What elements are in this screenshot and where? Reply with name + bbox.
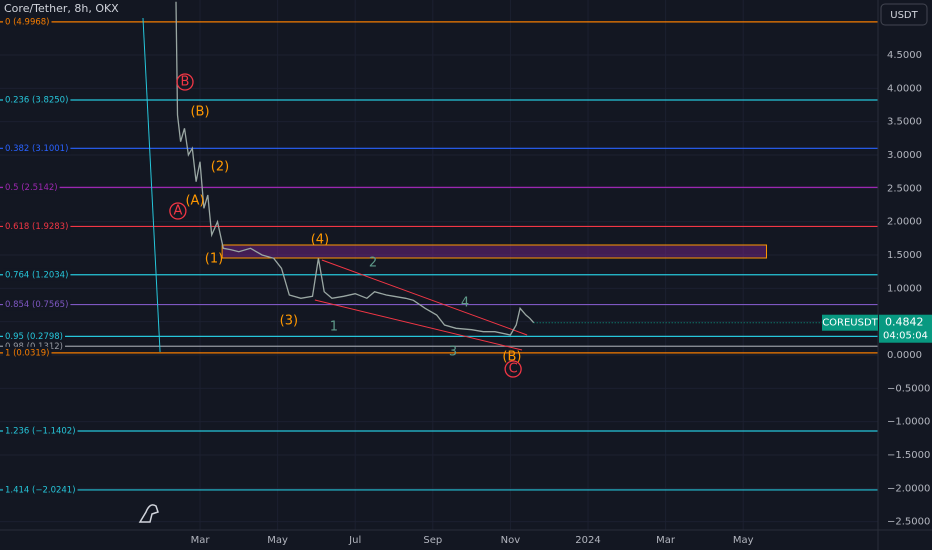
wave-label: (2) bbox=[211, 160, 229, 175]
fib-label: 0.764 (1.2034) bbox=[5, 270, 68, 280]
fib-label-bg bbox=[3, 142, 71, 155]
x-tick-label: May bbox=[733, 535, 754, 546]
y-tick-label: −1.5000 bbox=[887, 450, 930, 461]
fib-label: 0.98 (0.1312) bbox=[5, 342, 63, 352]
fib-label-bg bbox=[3, 425, 78, 438]
wave-label: B bbox=[181, 75, 190, 90]
fib-label: 0.95 (0.2798) bbox=[5, 332, 63, 342]
wave-label: C bbox=[509, 362, 518, 377]
fib-label: 1 (0.0319) bbox=[5, 348, 49, 358]
x-tick-label: Sep bbox=[423, 535, 442, 546]
fib-label-bg bbox=[3, 94, 71, 106]
zone bbox=[221, 244, 767, 259]
y-tick-label: 4.0000 bbox=[887, 83, 922, 94]
fib-label: 0.5 (2.5142) bbox=[5, 183, 58, 193]
wave-label: (1) bbox=[205, 252, 223, 267]
y-tick-label: 3.0000 bbox=[887, 150, 922, 161]
y-tick-label: 4.5000 bbox=[887, 50, 922, 61]
y-tick-label: 3.5000 bbox=[887, 117, 922, 128]
x-tick-label: Nov bbox=[501, 535, 521, 546]
fib-label-bg bbox=[3, 298, 71, 311]
trendline bbox=[321, 259, 528, 336]
fib-label: 0 (4.9968) bbox=[5, 17, 49, 27]
wave-label: (4) bbox=[311, 233, 329, 248]
fib-label-bg bbox=[3, 483, 78, 496]
last-price: 0.4842 bbox=[885, 316, 924, 329]
wave-label: 1 bbox=[330, 320, 338, 335]
fib-label: 1.414 (−2.0241) bbox=[5, 485, 76, 495]
countdown: 04:05:04 bbox=[883, 331, 928, 342]
fib-label-bg bbox=[3, 15, 52, 28]
y-tick-label: 1.0000 bbox=[887, 283, 922, 294]
grid bbox=[0, 0, 878, 530]
chart-title: Core/Tether, 8h, OKX bbox=[4, 2, 119, 15]
annotation-circle bbox=[169, 202, 187, 220]
wave-label: 3 bbox=[449, 345, 457, 360]
wave-label: (B) bbox=[502, 350, 521, 365]
annotation-circle bbox=[504, 360, 522, 378]
x-tick-label: Jul bbox=[348, 535, 361, 546]
y-tick-label: −2.5000 bbox=[887, 517, 930, 528]
price-badge bbox=[879, 314, 932, 343]
y-tick-label: −0.5000 bbox=[887, 383, 930, 394]
fib-label: 0.382 (3.1001) bbox=[5, 144, 68, 154]
wave-label: A bbox=[173, 204, 182, 219]
fib-label: 0.854 (0.7565) bbox=[5, 300, 68, 310]
fib-label: 0.618 (1.9283) bbox=[5, 222, 68, 232]
trendline bbox=[142, 17, 161, 353]
fib-label-bg bbox=[3, 220, 71, 233]
wave-label: (A) bbox=[185, 194, 204, 209]
fib-label: 0.236 (3.8250) bbox=[5, 96, 68, 106]
wave-label: 2 bbox=[369, 256, 377, 271]
y-tick-label: 0.0000 bbox=[887, 350, 922, 361]
wave-label: (B) bbox=[190, 105, 209, 120]
fib-label-bg bbox=[3, 330, 66, 343]
y-tick-label: 1.5000 bbox=[887, 250, 922, 261]
price-line bbox=[175, 1, 535, 336]
x-tick-label: 2024 bbox=[575, 535, 600, 546]
y-tick-label: 2.5000 bbox=[887, 183, 922, 194]
fib-label: 1.236 (−1.1402) bbox=[5, 427, 76, 437]
annotation-circle bbox=[176, 73, 194, 91]
wave-label: (3) bbox=[280, 314, 298, 329]
y-tick-label: −1.0000 bbox=[887, 417, 930, 428]
fib-label-bg bbox=[3, 346, 52, 359]
symbol-badge bbox=[822, 314, 878, 331]
fib-label-bg bbox=[3, 181, 60, 194]
trendline bbox=[314, 299, 523, 351]
currency-button[interactable] bbox=[880, 3, 928, 26]
symbol-label: COREUSDT bbox=[822, 318, 878, 329]
x-tick-label: Mar bbox=[191, 535, 211, 546]
wave-label: 4 bbox=[461, 296, 469, 311]
x-tick-label: May bbox=[267, 535, 288, 546]
y-tick-label: 2.0000 bbox=[887, 217, 922, 228]
fib-label-bg bbox=[3, 268, 71, 281]
x-tick-label: Mar bbox=[656, 535, 676, 546]
plot: 0 (4.9968) 0.236 (3.8250) 0.382 (3.1001) 0.… bbox=[0, 1, 878, 496]
y-tick-label: −2.0000 bbox=[887, 483, 930, 494]
currency-label[interactable]: USDT bbox=[890, 10, 918, 21]
logo bbox=[138, 504, 159, 523]
